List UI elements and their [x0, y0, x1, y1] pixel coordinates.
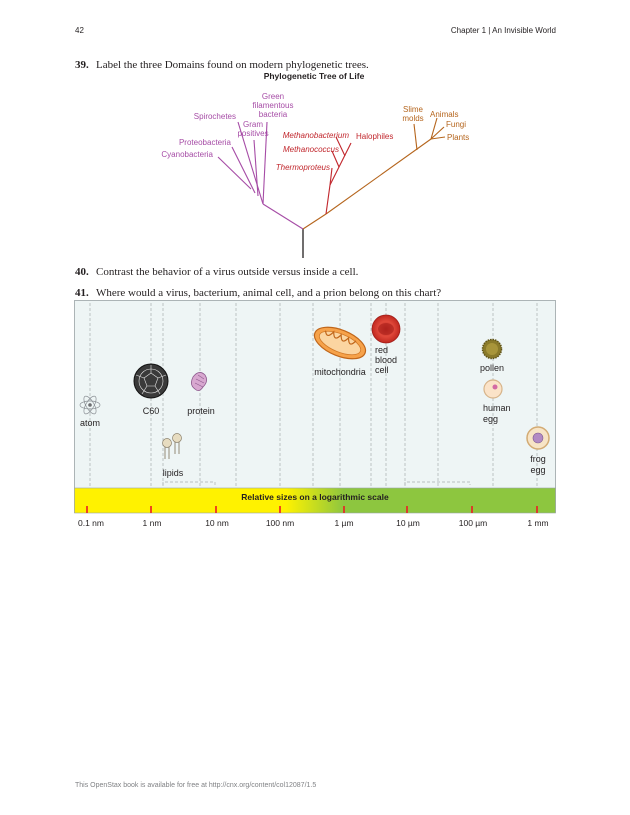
eukarya-labels: Slime molds Animals Fungi Plants	[402, 105, 469, 142]
label-frog-egg-1: frog	[530, 454, 546, 464]
tick-labels: 0.1 nm 1 nm 10 nm 100 nm 1 µm 10 µm 100 …	[78, 518, 549, 528]
label-human-egg-1: human	[483, 403, 511, 413]
label-spirochetes: Spirochetes	[194, 112, 236, 121]
question-40: 40. Contrast the behavior of a virus outs…	[75, 266, 358, 279]
label-thermoproteus: Thermoproteus	[276, 163, 330, 172]
tick-label: 10 nm	[205, 518, 229, 528]
label-rbc-3: cell	[375, 365, 389, 375]
red-blood-cell-icon	[371, 314, 401, 344]
tick-label: 1 µm	[334, 518, 353, 528]
frog-egg-icon	[526, 426, 550, 450]
page-number: 42	[75, 26, 84, 35]
label-human-egg-2: egg	[483, 414, 498, 424]
question-number: 41.	[75, 287, 89, 299]
bacteria-labels: Green filamentous bacteria Spirochetes G…	[161, 92, 293, 159]
label-rbc-1: red	[375, 345, 388, 355]
label-methanococcus: Methanococcus	[283, 145, 339, 154]
tree-title: Phylogenetic Tree of Life	[264, 71, 365, 81]
archaea-labels: Methanobacterium Methanococcus Thermopro…	[276, 131, 394, 172]
tick-label: 10 µm	[396, 518, 420, 528]
label-pollen: pollen	[480, 363, 504, 373]
label-cyanobacteria: Cyanobacteria	[161, 150, 213, 159]
phylogenetic-tree: Phylogenetic Tree of Life Green filament…	[161, 71, 469, 258]
mitochondria-icon	[313, 326, 367, 360]
label-mitochondria: mitochondria	[314, 367, 366, 377]
label-halophiles: Halophiles	[356, 132, 393, 141]
label-positives: positives	[237, 129, 268, 138]
question-41: 41. Where would a virus, bacterium, anima…	[75, 287, 441, 300]
question-number: 39.	[75, 59, 89, 71]
pollen-icon	[481, 338, 503, 360]
label-atom: atom	[80, 418, 100, 428]
range-brackets	[162, 481, 471, 485]
archaea-branch	[325, 136, 352, 215]
log-scale-bar	[74, 487, 556, 514]
tick-label: 1 nm	[143, 518, 162, 528]
protein-icon	[191, 372, 207, 391]
human-egg-icon	[483, 379, 503, 399]
chapter-title: Chapter 1 | An Invisible World	[450, 26, 556, 35]
label-proteobacteria: Proteobacteria	[179, 138, 232, 147]
label-green: Green	[262, 92, 284, 101]
question-number: 40.	[75, 266, 89, 278]
question-39: 39. Label the three Domains found on mode…	[75, 59, 369, 72]
c60-icon	[133, 363, 169, 399]
tick-label: 100 µm	[459, 518, 488, 528]
label-rbc-2: blood	[375, 355, 397, 365]
bacteria-branch	[217, 121, 304, 230]
label-bacteria: bacteria	[259, 110, 288, 119]
label-methanobacterium: Methanobacterium	[283, 131, 350, 140]
archaea-eukarya-branch	[302, 117, 446, 230]
question-text: Where would a virus, bacterium, animal c…	[96, 287, 442, 299]
tick-label: 0.1 nm	[78, 518, 104, 528]
label-frog-egg-2: egg	[530, 465, 545, 475]
label-protein: protein	[187, 406, 215, 416]
tick-marks	[86, 506, 538, 513]
label-filamentous: filamentous	[253, 101, 294, 110]
label-fungi: Fungi	[446, 120, 466, 129]
label-c60: C60	[143, 406, 160, 416]
lipids-icon	[162, 433, 182, 459]
atom-icon	[79, 395, 101, 415]
label-plants: Plants	[447, 133, 469, 142]
question-text: Contrast the behavior of a virus outside…	[96, 266, 359, 278]
footer-note: This OpenStax book is available for free…	[75, 782, 317, 789]
label-molds: molds	[402, 114, 423, 123]
tick-label: 100 nm	[266, 518, 294, 528]
label-gram: Gram	[243, 120, 263, 129]
question-text: Label the three Domains found on modern …	[96, 59, 369, 71]
label-animals: Animals	[430, 110, 458, 119]
scale-bar-title: Relative sizes on a logarithmic scale	[241, 492, 389, 502]
label-slime: Slime	[403, 105, 424, 114]
label-lipids: lipids	[163, 468, 184, 478]
size-scale-chart: atom C60 protein lipids mitochondria	[74, 300, 556, 528]
tick-label: 1 mm	[527, 518, 548, 528]
